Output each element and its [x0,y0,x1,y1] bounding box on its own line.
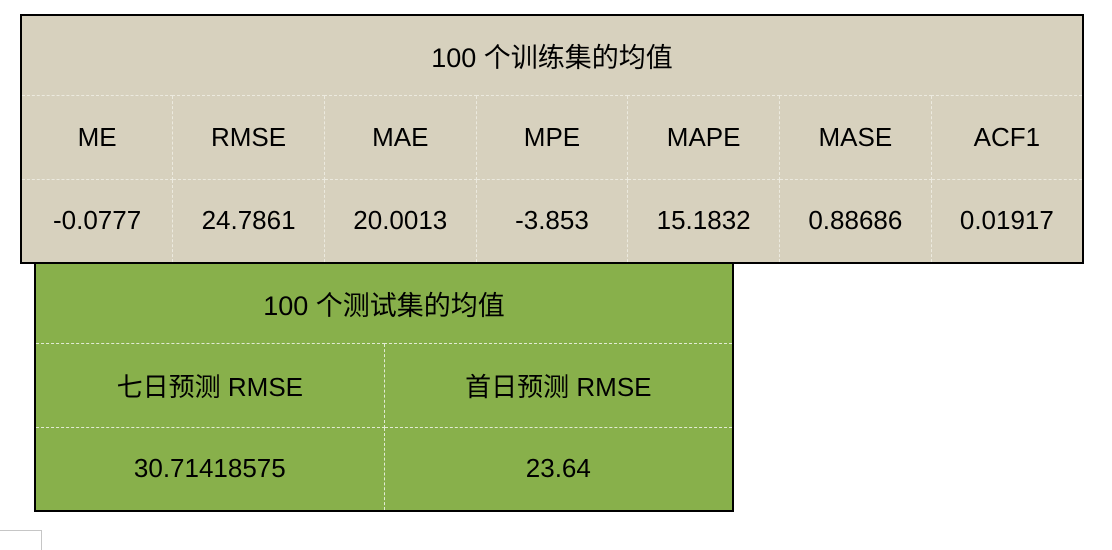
test-table-header-row: 七日预测 RMSE 首日预测 RMSE [35,343,733,427]
train-cell: 0.01917 [931,179,1083,263]
test-cell: 30.71418575 [35,427,384,511]
train-col-header: RMSE [173,95,325,179]
train-col-header: ACF1 [931,95,1083,179]
test-cell: 23.64 [384,427,733,511]
train-col-header: MPE [476,95,628,179]
train-cell: 24.7861 [173,179,325,263]
train-metrics-table: 100 个训练集的均值 ME RMSE MAE MPE MAPE MASE AC… [20,14,1084,264]
train-cell: 0.88686 [779,179,931,263]
test-col-header: 首日预测 RMSE [384,343,733,427]
train-cell: 20.0013 [324,179,476,263]
train-col-header: ME [21,95,173,179]
train-cell: 15.1832 [628,179,780,263]
test-table-value-row: 30.71418575 23.64 [35,427,733,511]
test-col-header: 七日预测 RMSE [35,343,384,427]
train-table-title: 100 个训练集的均值 [21,15,1083,95]
train-table-header-row: ME RMSE MAE MPE MAPE MASE ACF1 [21,95,1083,179]
train-cell: -0.0777 [21,179,173,263]
test-metrics-table: 100 个测试集的均值 七日预测 RMSE 首日预测 RMSE 30.71418… [34,262,734,512]
sheet-edge-decoration [0,530,42,550]
train-col-header: MAPE [628,95,780,179]
test-table-title: 100 个测试集的均值 [35,263,733,343]
train-cell: -3.853 [476,179,628,263]
train-table-value-row: -0.0777 24.7861 20.0013 -3.853 15.1832 0… [21,179,1083,263]
train-col-header: MASE [779,95,931,179]
train-col-header: MAE [324,95,476,179]
